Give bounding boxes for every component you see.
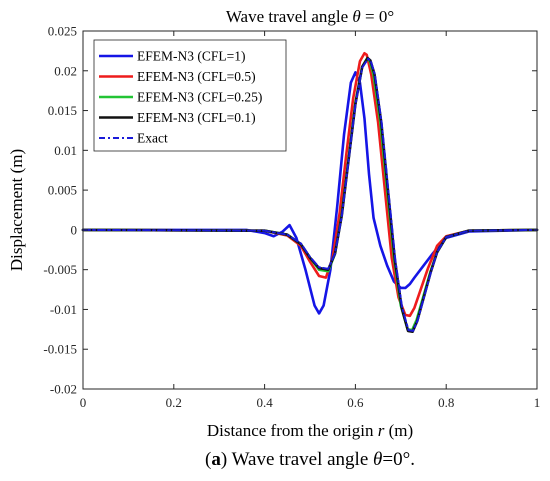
x-tick-label: 0.6	[347, 395, 364, 410]
y-tick-label: -0.01	[50, 302, 77, 317]
x-tick-label: 0.4	[256, 395, 273, 410]
y-tick-label: -0.02	[50, 382, 77, 397]
series-line-5	[82, 57, 538, 332]
legend-label-4: EFEM-N3 (CFL=0.1)	[137, 110, 256, 125]
y-tick-label: 0	[71, 222, 78, 237]
y-tick-label: -0.005	[43, 262, 77, 277]
ticks-layer: 0 0.2 0.4 0.6 0.8 1 -0.02 -0.015 -0.01 -0.005 0 0.0…	[43, 24, 540, 411]
legend-label-5: Exact	[137, 131, 168, 146]
y-tick-label: 0.025	[48, 24, 77, 39]
y-axis-label: Displacement (m)	[7, 149, 26, 271]
y-tick-label: 0.005	[48, 183, 77, 198]
x-tick-label: 1	[534, 395, 541, 410]
figure-caption: (a) Wave travel angle θ=0°.	[205, 449, 415, 470]
y-tick-label: 0.01	[54, 143, 77, 158]
legend-label-1: EFEM-N3 (CFL=1)	[137, 49, 246, 64]
chart-title: Wave travel angle θ = 0°	[226, 7, 394, 26]
legend-label-2: EFEM-N3 (CFL=0.5)	[137, 69, 256, 84]
y-tick-label: 0.02	[54, 63, 77, 78]
x-axis-label: Distance from the origin r (m)	[207, 421, 413, 440]
legend-label-3: EFEM-N3 (CFL=0.25)	[137, 90, 262, 105]
legend: EFEM-N3 (CFL=1) EFEM-N3 (CFL=0.5) EFEM-N3 …	[93, 39, 287, 152]
series-layer	[81, 51, 539, 334]
x-tick-label: 0	[80, 395, 87, 410]
series-line-2	[81, 51, 539, 318]
x-tick-label: 0.2	[166, 395, 182, 410]
y-tick-label: 0.015	[48, 103, 77, 118]
x-tick-label: 0.8	[438, 395, 454, 410]
y-tick-label: -0.015	[43, 342, 77, 357]
legend-box	[93, 39, 287, 152]
axes-frame	[82, 30, 538, 390]
